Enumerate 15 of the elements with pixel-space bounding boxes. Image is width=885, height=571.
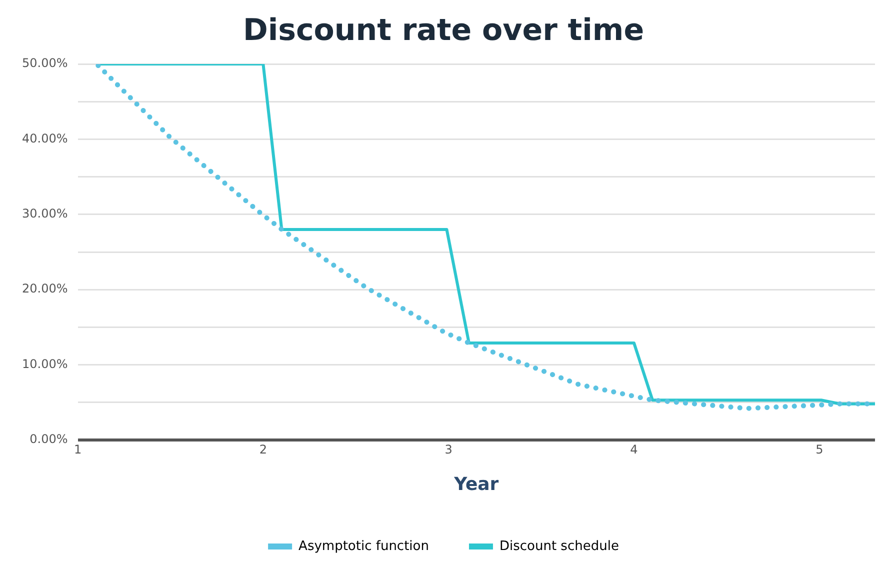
x-tick-label: 2 [259, 442, 267, 456]
y-tick-label: 20.00% [22, 282, 68, 296]
chart-title: Discount rate over time [242, 12, 644, 48]
y-tick-label: 50.00% [22, 56, 68, 70]
y-tick-label: 40.00% [22, 131, 68, 146]
y-tick-label: 10.00% [22, 356, 68, 371]
x-tick-label: 4 [630, 442, 638, 456]
legend-label: Asymptotic function [298, 538, 429, 554]
x-tick-label: 5 [816, 442, 824, 456]
y-tick-label: 30.00% [22, 206, 68, 221]
x-tick-label: 3 [444, 442, 452, 456]
x-axis-title: Year [453, 474, 499, 495]
legend-label: Discount schedule [499, 538, 619, 554]
y-tick-label: 0.00% [30, 432, 68, 446]
x-tick-label: 1 [74, 442, 82, 456]
